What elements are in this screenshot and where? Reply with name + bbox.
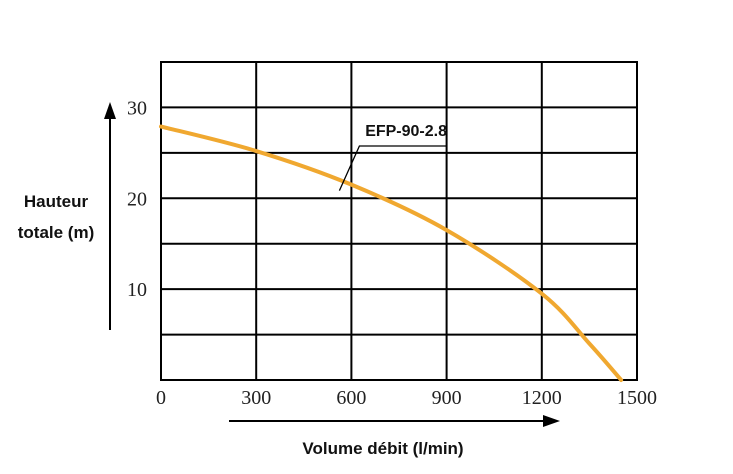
x-tick-label-1200: 1200 — [522, 387, 562, 409]
plot-frame — [160, 61, 638, 381]
x-tick-label-300: 300 — [241, 387, 271, 409]
y-tick-label-30: 30 — [127, 97, 147, 119]
x-axis-title: Volume débit (l/min) — [302, 439, 463, 458]
y-axis-arrow-head — [104, 102, 116, 119]
series-label: EFP-90-2.8 — [365, 123, 447, 140]
annotation: EFP-90-2.8 — [338, 123, 447, 191]
tick-labels: 0 300 600 900 1200 1500 10 20 30 — [127, 97, 657, 409]
y-axis-title-line-2: totale (m) — [18, 223, 95, 242]
y-tick-label-20: 20 — [127, 188, 147, 210]
x-tick-label-900: 900 — [432, 387, 462, 409]
axis-titles: Hauteur totale (m) Volume débit (l/min) — [18, 192, 464, 458]
x-tick-label-0: 0 — [156, 387, 166, 409]
y-tick-label-10: 10 — [127, 279, 147, 301]
grid — [161, 62, 637, 380]
series-layer — [159, 124, 624, 382]
plot-border — [160, 61, 638, 381]
series-line-0 — [159, 124, 624, 382]
x-tick-label-1500: 1500 — [617, 387, 657, 409]
annotation-leader-line — [338, 145, 447, 191]
axis-arrows — [104, 102, 560, 427]
y-axis-title-line-1: Hauteur — [24, 192, 89, 211]
x-tick-label-600: 600 — [336, 387, 366, 409]
x-axis-arrow-head — [543, 415, 560, 427]
